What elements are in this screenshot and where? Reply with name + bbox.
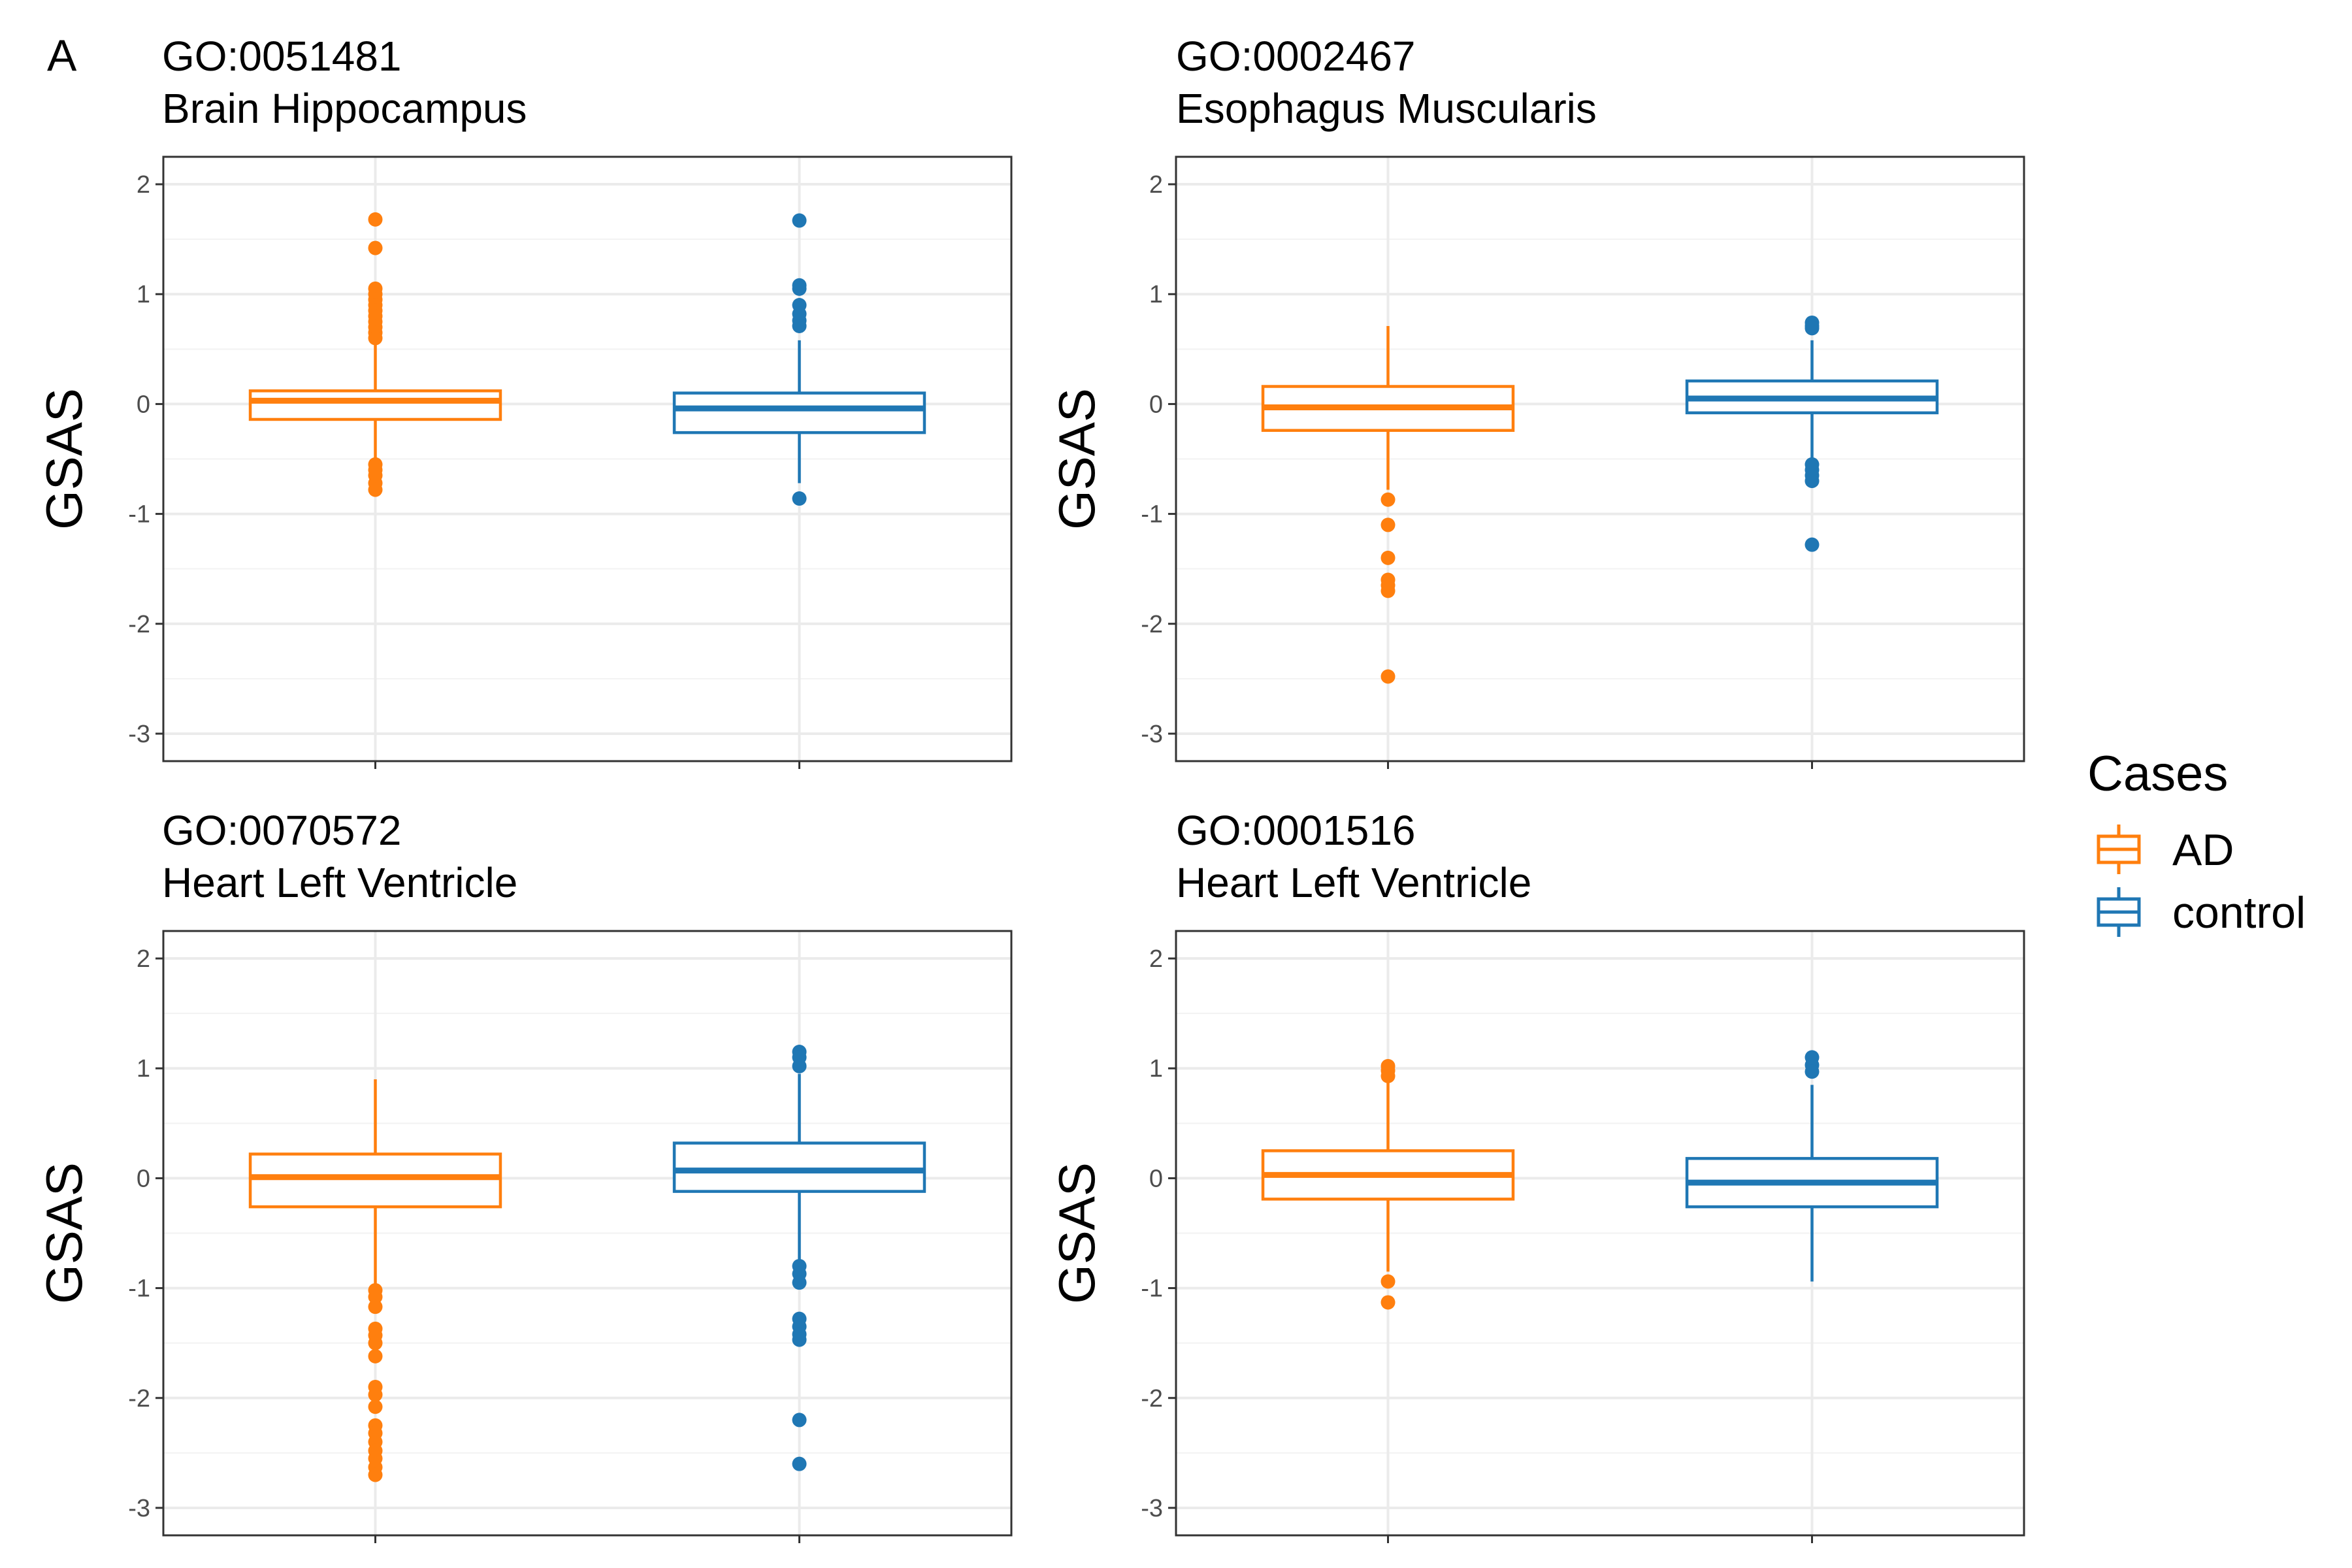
panel-bottom-left-y-axis-label: GSAS (35, 1162, 93, 1304)
panel-top-right-ad-outlier-point (1380, 550, 1396, 565)
panel-top-right-y-tick-label: -3 (1141, 721, 1163, 748)
panel-bottom-right-control-box-group (1685, 1050, 1939, 1282)
panel-bottom-left-y-tick-label: 1 (137, 1055, 150, 1083)
panel-top-right-ad-box-group (1261, 326, 1515, 684)
panel-top-right-ad-outlier-point (1380, 517, 1396, 532)
panel-bottom-left: 2 1 0 -1 -2 -3 GO:0070572 Heart Left Ventricle G… (35, 807, 1013, 1543)
panel-bottom-left-control-outlier-point (792, 1332, 807, 1347)
panel-bottom-left-ad-outlier-point (368, 1335, 383, 1350)
panel-bottom-left-subtitle: Heart Left Ventricle (162, 859, 517, 906)
panel-top-left-y-axis-label: GSAS (35, 388, 93, 530)
panel-bottom-right-y-tick-label: 1 (1149, 1055, 1163, 1083)
panel-top-left-y-tick-label: -3 (128, 721, 150, 748)
panel-bottom-left-y-tick-label: -2 (128, 1385, 150, 1413)
panel-bottom-left-y-tick-label: 2 (137, 945, 150, 973)
panel-top-right-control-outlier-point (1805, 474, 1820, 489)
panel-top-left-y-tick-label: -2 (128, 611, 150, 638)
legend-label-control: control (2172, 888, 2306, 938)
panel-top-left-border (162, 155, 1013, 762)
panel-top-left-title: GO:0051481 (162, 33, 402, 80)
panel-bottom-left-control-outlier-point (792, 1413, 807, 1428)
panel-bottom-left-ad-box-group (248, 1079, 502, 1482)
panel-top-left-ad-outlier-point (368, 240, 383, 255)
panel-top-left-ad-outlier-point (368, 212, 383, 227)
panel-top-left-ad-box (248, 389, 502, 421)
panel-top-left: 2 1 0 -1 -2 -3 GO:0051481 Brain Hippocampus GSAS (35, 33, 1013, 769)
panel-top-left-y-tick-label: 1 (137, 281, 150, 308)
panel-bottom-left-y-tick-label: -3 (128, 1495, 150, 1522)
panel-top-right-ad-outlier-point (1380, 583, 1396, 598)
panel-top-right-y-tick-label: 2 (1149, 171, 1163, 199)
panel-bottom-left-y-tick-label: 0 (137, 1165, 150, 1192)
panel-top-right: 2 1 0 -1 -2 -3 GO:0002467 Esophagus Muscularis G… (1048, 33, 2025, 769)
panel-bottom-left-control-outlier-point (792, 1058, 807, 1073)
panel-bottom-left-ad-outlier-point (368, 1467, 383, 1482)
panel-top-left-control-box-group (672, 213, 926, 506)
panel-top-left-ad-outlier-point (368, 482, 383, 497)
panel-bottom-right-ad-outlier-point (1380, 1295, 1396, 1310)
panel-top-right-control-outlier-point (1805, 537, 1820, 552)
panel-bottom-left-y-tick-label: -1 (128, 1275, 150, 1303)
panel-top-right-control-outlier-point (1805, 321, 1820, 336)
panel-bottom-left-border (162, 930, 1013, 1537)
panel-top-left-ad-box-group (248, 212, 502, 497)
panel-bottom-left-control-outlier-point (792, 1275, 807, 1290)
panel-bottom-left-ad-outlier-point (368, 1299, 383, 1315)
panel-bottom-left-ad-box (248, 1152, 502, 1209)
panel-top-right-control-box-group (1685, 315, 1939, 552)
panel-top-right-y-tick-label: -1 (1141, 501, 1163, 529)
panels-container: 2 1 0 -1 -2 -3 GO:0051481 Brain Hippocampus GSAS… (35, 33, 2025, 1543)
panel-top-right-ad-outlier-point (1380, 669, 1396, 684)
panel-top-left-ad-outlier-point (368, 331, 383, 346)
legend-item-control: control (2097, 887, 2306, 938)
panel-bottom-left-ad-outlier-point (368, 1348, 383, 1364)
panel-bottom-right-y-tick-label: 2 (1149, 945, 1163, 973)
panel-top-left-control-outlier-point (792, 491, 807, 506)
panel-bottom-right-ad-outlier-point (1380, 1069, 1396, 1083)
panel-bottom-left-ad-outlier-point (368, 1387, 383, 1402)
panel-bottom-right: 2 1 0 -1 -2 -3 GO:0001516 Heart Left Ventricle G… (1048, 807, 2025, 1543)
panel-bottom-right-y-axis-label: GSAS (1048, 1162, 1105, 1304)
panel-top-left-control-outlier-point (792, 213, 807, 228)
legend: Cases AD control (2087, 746, 2306, 938)
panel-bottom-right-ad-outlier-point (1380, 1274, 1396, 1289)
panel-top-left-y-tick-label: 0 (137, 391, 150, 418)
panel-top-right-y-axis-label: GSAS (1048, 388, 1105, 530)
panel-top-left-y-tick-label: 2 (137, 171, 150, 199)
panel-top-left-control-box (672, 391, 926, 434)
panel-bottom-right-y-tick-label: 0 (1149, 1165, 1163, 1192)
panel-bottom-right-y-tick-label: -1 (1141, 1275, 1163, 1303)
panel-top-left-subtitle: Brain Hippocampus (162, 85, 527, 132)
panel-top-left-control-outlier-point (792, 281, 807, 296)
panel-top-right-subtitle: Esophagus Muscularis (1176, 85, 1597, 132)
panel-bottom-right-y-tick-label: -2 (1141, 1385, 1163, 1413)
panel-top-right-border (1175, 155, 2025, 762)
panel-bottom-left-title: GO:0070572 (162, 807, 402, 854)
panel-bottom-right-y-tick-label: -3 (1141, 1495, 1163, 1522)
panel-letter: A (47, 31, 77, 80)
panel-bottom-right-border (1175, 930, 2025, 1537)
panel-bottom-right-subtitle: Heart Left Ventricle (1176, 859, 1531, 906)
panel-top-left-y-tick-label: -1 (128, 501, 150, 529)
panel-bottom-left-ad-outlier-point (368, 1399, 383, 1414)
panel-bottom-left-control-box (672, 1141, 926, 1193)
panel-top-left-control-outlier-point (792, 319, 807, 333)
panel-top-right-y-tick-label: -2 (1141, 611, 1163, 638)
legend-label-ad: AD (2172, 825, 2234, 875)
panel-bottom-right-ad-box-group (1261, 1058, 1515, 1310)
panel-bottom-left-control-outlier-point (792, 1456, 807, 1471)
panel-bottom-right-title: GO:0001516 (1176, 807, 1416, 854)
panel-bottom-left-control-box-group (672, 1045, 926, 1471)
panel-top-right-title: GO:0002467 (1176, 33, 1416, 80)
panel-top-right-y-tick-label: 0 (1149, 391, 1163, 418)
legend-title: Cases (2087, 746, 2228, 802)
panel-bottom-left-ad-outlier-point (368, 1290, 383, 1305)
legend-item-ad: AD (2097, 825, 2234, 875)
panel-bottom-right-control-outlier-point (1805, 1064, 1820, 1079)
panel-top-right-ad-outlier-point (1380, 492, 1396, 507)
panel-top-right-y-tick-label: 1 (1149, 281, 1163, 308)
